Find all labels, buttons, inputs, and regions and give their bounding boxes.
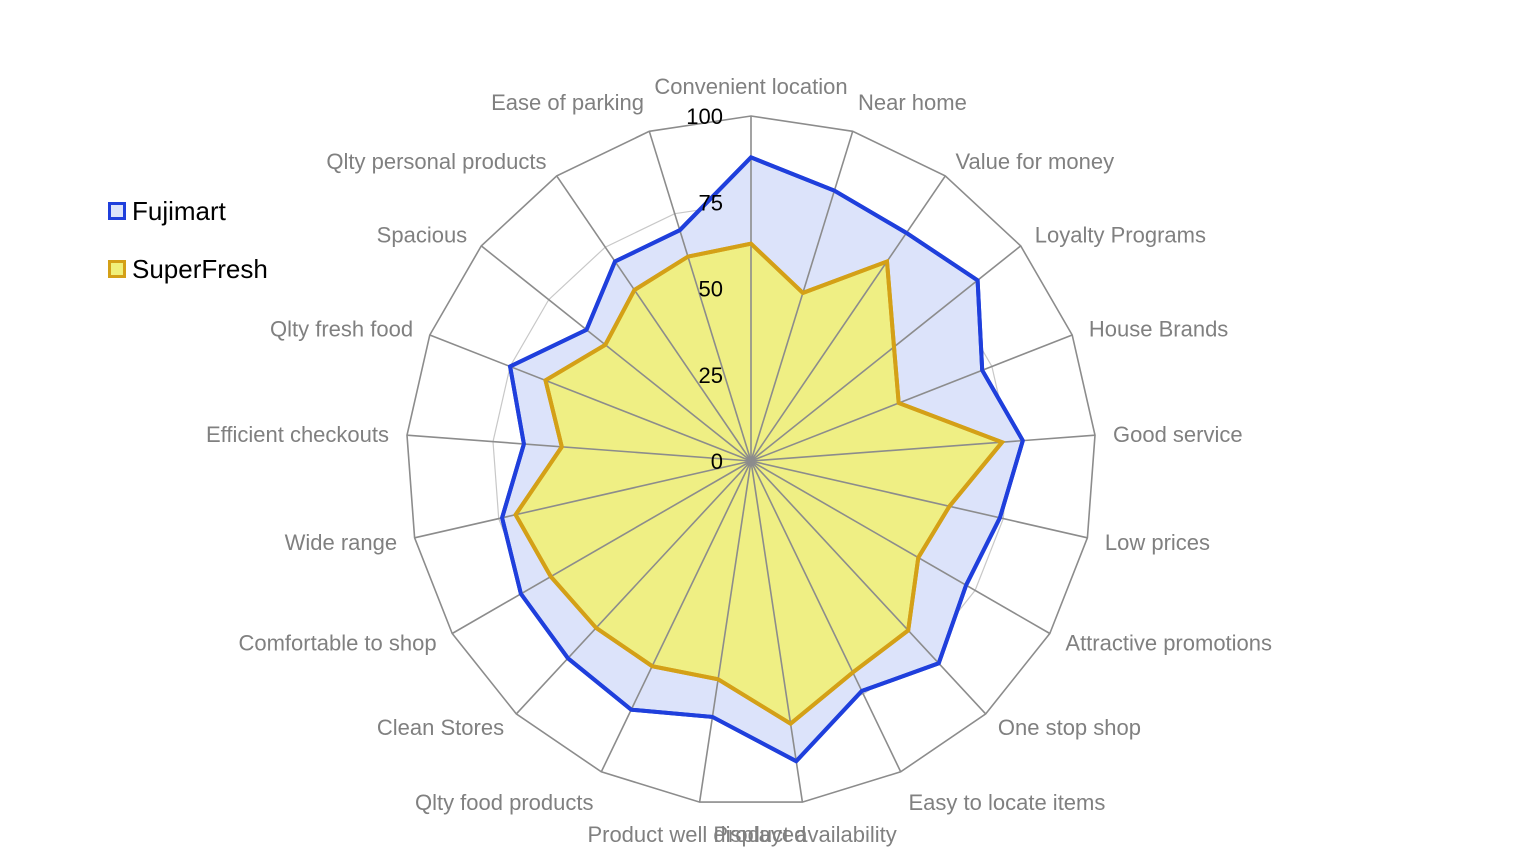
spoke-7 bbox=[750, 460, 1051, 635]
category-label-qlty-fresh-food: Qlty fresh food bbox=[270, 316, 413, 341]
category-label-near-home: Near home bbox=[858, 90, 967, 115]
tick-label-100: 100 bbox=[686, 104, 723, 129]
spoke-19 bbox=[556, 175, 752, 462]
spoke-11 bbox=[698, 460, 752, 803]
category-label-wide-range: Wide range bbox=[285, 530, 398, 555]
legend-swatch-fujimart bbox=[108, 202, 126, 220]
category-label-clean-stores: Clean Stores bbox=[377, 715, 504, 740]
spokes bbox=[406, 116, 1096, 803]
spoke-18 bbox=[480, 245, 752, 462]
spoke-17 bbox=[429, 334, 752, 462]
category-label-qlty-personal-products: Qlty personal products bbox=[326, 149, 546, 174]
series-outline-fujimart bbox=[500, 155, 1025, 764]
spoke-16 bbox=[406, 434, 752, 462]
spoke-4 bbox=[750, 334, 1073, 462]
category-label-spacious: Spacious bbox=[377, 223, 468, 248]
category-label-loyalty-programs: Loyalty Programs bbox=[1035, 223, 1206, 248]
category-label-product-well-displayed: Product well displayed bbox=[587, 822, 806, 847]
category-label-low-prices: Low prices bbox=[1105, 530, 1210, 555]
legend-swatch-superfresh bbox=[108, 260, 126, 278]
legend: Fujimart SuperFresh bbox=[108, 196, 268, 312]
category-label-qlty-food-products: Qlty food products bbox=[415, 790, 594, 815]
spoke-5 bbox=[750, 434, 1096, 462]
legend-item-fujimart[interactable]: Fujimart bbox=[108, 196, 268, 226]
spoke-14 bbox=[451, 460, 752, 635]
spoke-8 bbox=[750, 460, 987, 715]
category-label-product-availability: Product availability bbox=[713, 822, 896, 847]
tick-label-75: 75 bbox=[699, 190, 723, 215]
category-label-attractive-promotions: Attractive promotions bbox=[1065, 631, 1272, 656]
spoke-2 bbox=[750, 175, 946, 462]
category-label-comfortable-to-shop: Comfortable to shop bbox=[238, 631, 436, 656]
legend-item-superfresh[interactable]: SuperFresh bbox=[108, 254, 268, 284]
legend-label-fujimart: Fujimart bbox=[132, 195, 226, 226]
spoke-1 bbox=[750, 131, 854, 462]
spoke-6 bbox=[750, 460, 1088, 539]
series-outline-superfresh bbox=[513, 241, 1006, 727]
category-label-easy-to-locate-items: Easy to locate items bbox=[909, 790, 1106, 815]
category-label-convenient-location: Convenient location bbox=[654, 74, 847, 99]
category-label-ease-of-parking: Ease of parking bbox=[491, 90, 644, 115]
tick-label-25: 25 bbox=[699, 363, 723, 388]
spoke-15 bbox=[414, 460, 752, 539]
spoke-20 bbox=[648, 131, 752, 462]
category-labels: Convenient location Near home Value for mo… bbox=[206, 74, 1272, 847]
category-label-one-stop-shop: One stop shop bbox=[998, 715, 1141, 740]
spoke-12 bbox=[600, 460, 752, 773]
tick-labels: 0 25 50 75 100 bbox=[686, 104, 723, 474]
spoke-9 bbox=[750, 460, 902, 773]
tick-label-50: 50 bbox=[699, 277, 723, 302]
category-label-efficient-checkouts: Efficient checkouts bbox=[206, 422, 389, 447]
legend-label-superfresh: SuperFresh bbox=[132, 253, 268, 284]
category-label-good-service: Good service bbox=[1113, 422, 1243, 447]
spoke-10 bbox=[750, 460, 804, 803]
tick-label-0: 0 bbox=[711, 449, 723, 474]
category-label-house-brands: House Brands bbox=[1089, 316, 1228, 341]
grid-ring-100 bbox=[406, 115, 1096, 803]
category-label-value-for-money: Value for money bbox=[956, 149, 1115, 174]
spoke-13 bbox=[515, 460, 752, 715]
